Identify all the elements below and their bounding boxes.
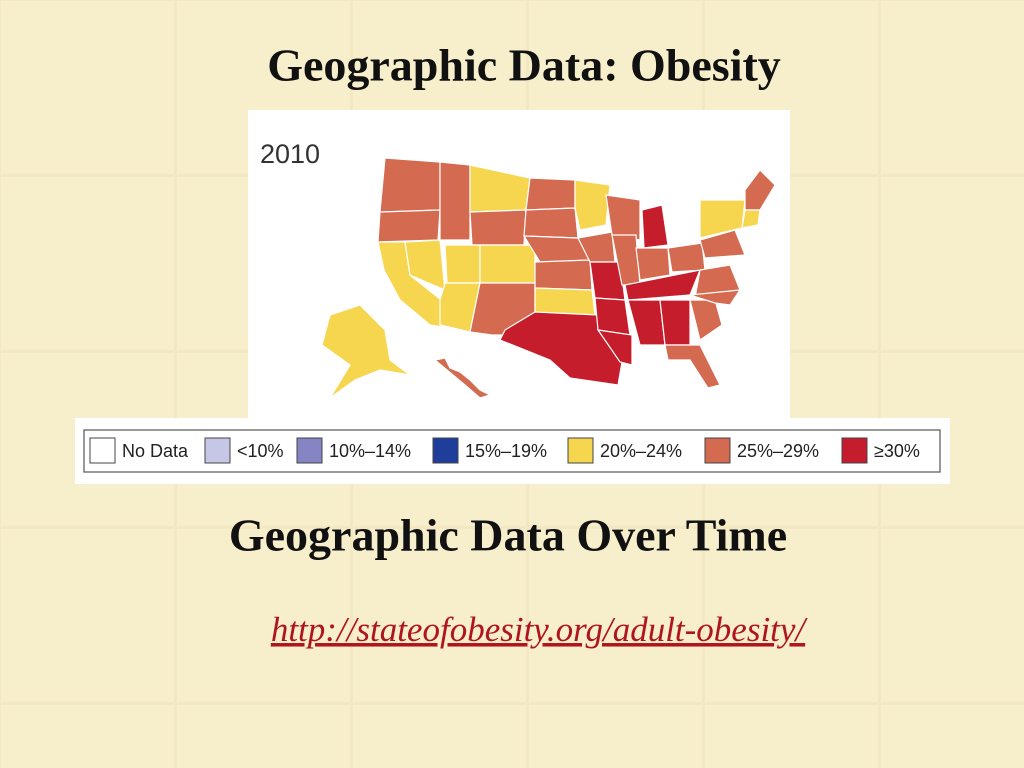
state bbox=[321, 304, 411, 399]
state bbox=[596, 329, 633, 366]
state bbox=[525, 177, 576, 211]
state bbox=[377, 209, 441, 243]
state bbox=[664, 344, 721, 389]
state bbox=[534, 259, 593, 291]
state bbox=[439, 282, 481, 333]
state bbox=[479, 244, 536, 284]
state bbox=[469, 209, 527, 246]
legend: No Data <10% 10%–14% 15%–19% 20%–24% 25%–29% ≥… bbox=[89, 437, 920, 464]
us-map bbox=[321, 157, 776, 399]
legend-label: <10% bbox=[237, 441, 284, 461]
state bbox=[744, 169, 776, 211]
state bbox=[379, 157, 441, 213]
legend-swatch bbox=[841, 437, 868, 464]
legend-label: 25%–29% bbox=[737, 441, 819, 461]
map-year: 2010 bbox=[260, 139, 320, 169]
legend-box bbox=[83, 429, 941, 473]
legend-swatch bbox=[204, 437, 231, 464]
state bbox=[689, 289, 742, 306]
state bbox=[605, 194, 641, 241]
legend-label: 20%–24% bbox=[600, 441, 682, 461]
link[interactable]: http://stateofobesity.org/adult-obesity/ bbox=[271, 610, 809, 649]
legend-label: 10%–14% bbox=[329, 441, 411, 461]
legend-swatch bbox=[432, 437, 459, 464]
legend-label: 15%–19% bbox=[465, 441, 547, 461]
state bbox=[444, 244, 481, 284]
state bbox=[574, 179, 611, 231]
state bbox=[659, 299, 691, 346]
legend-swatch bbox=[704, 437, 731, 464]
state bbox=[523, 207, 579, 239]
legend-swatch bbox=[89, 437, 116, 464]
state bbox=[534, 287, 596, 316]
legend-label: ≥30% bbox=[874, 441, 920, 461]
state bbox=[667, 242, 706, 273]
subtitle: Geographic Data Over Time bbox=[229, 510, 787, 561]
state bbox=[641, 204, 669, 249]
title: Geographic Data: Obesity bbox=[267, 40, 781, 91]
legend-label: No Data bbox=[122, 441, 189, 461]
state bbox=[635, 247, 671, 281]
state bbox=[439, 161, 471, 241]
state bbox=[741, 209, 761, 229]
legend-swatch bbox=[567, 437, 594, 464]
legend-swatch bbox=[296, 437, 323, 464]
state bbox=[433, 357, 492, 399]
state bbox=[594, 297, 631, 336]
state bbox=[699, 229, 746, 259]
